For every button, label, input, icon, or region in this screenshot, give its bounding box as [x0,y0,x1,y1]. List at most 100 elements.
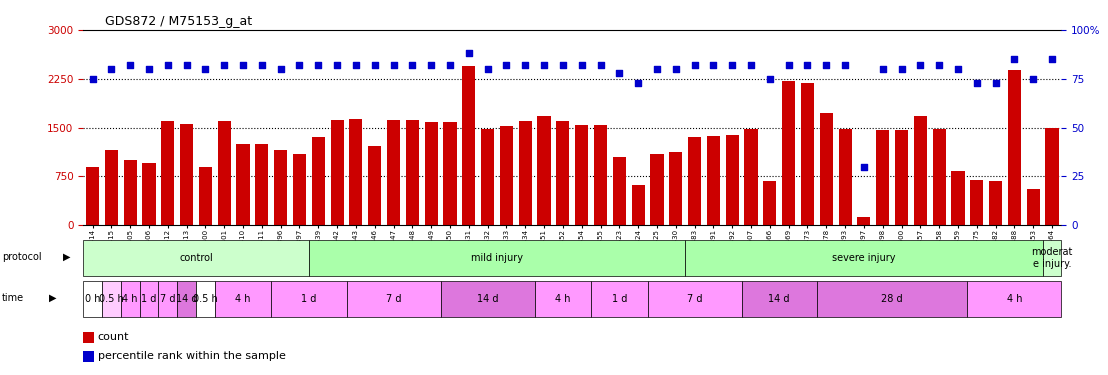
Bar [741,281,817,317]
Point [573,62,591,68]
Point [648,66,666,72]
Bar [424,122,438,225]
Bar [591,281,647,317]
Bar [613,157,626,225]
Bar [347,281,441,317]
Bar [801,83,814,225]
Text: control: control [179,253,213,263]
Bar [839,129,852,225]
Point [309,62,327,68]
Point [1044,56,1061,62]
Bar [462,66,475,225]
Point [234,62,252,68]
Bar [782,81,796,225]
Point [422,62,440,68]
Point [629,80,647,86]
Bar [124,160,136,225]
Point [1025,76,1043,82]
Bar [121,281,140,317]
Point [535,62,553,68]
Point [497,62,515,68]
Text: 14 d: 14 d [769,294,790,304]
Bar [161,121,174,225]
Bar [858,216,871,225]
Text: 4 h: 4 h [555,294,571,304]
Bar [255,144,268,225]
Point [968,80,986,86]
Point [855,164,873,170]
Text: 0.5 h: 0.5 h [193,294,218,304]
Bar [989,181,1003,225]
Text: 0 h: 0 h [84,294,100,304]
Point [121,62,138,68]
Bar [685,240,1043,276]
Text: 7 d: 7 d [386,294,401,304]
Point [140,66,157,72]
Bar [349,119,362,225]
Point [403,62,421,68]
Point [271,66,289,72]
Bar [196,281,215,317]
Bar [406,120,419,225]
Bar [817,281,967,317]
Point [253,62,270,68]
Text: 14 d: 14 d [176,294,197,304]
Point [83,76,101,82]
Bar [537,116,551,225]
Bar [441,281,535,317]
Point [215,62,233,68]
Bar [971,180,984,225]
Text: 7 d: 7 d [687,294,702,304]
Point [874,66,892,72]
Bar [177,281,196,317]
Point [347,62,365,68]
Text: 7 d: 7 d [160,294,175,304]
Bar [387,120,400,225]
Bar [179,124,193,225]
Bar [500,126,513,225]
Bar [105,150,117,225]
Bar [745,129,758,225]
Text: time: time [2,293,24,303]
Bar [688,137,701,225]
Point [290,62,308,68]
Bar [1008,70,1020,225]
Bar [368,146,381,225]
Bar [726,135,739,225]
Bar [271,281,347,317]
Bar [895,130,909,225]
Point [177,62,195,68]
Bar [311,137,325,225]
Bar [556,121,570,225]
Point [384,62,402,68]
Point [799,62,817,68]
Point [328,62,346,68]
Bar [86,166,99,225]
Bar [967,281,1061,317]
Bar [669,152,683,225]
Point [837,62,854,68]
Bar [274,150,287,225]
Bar [707,136,720,225]
Point [667,66,685,72]
Point [931,62,948,68]
Text: 1 d: 1 d [612,294,627,304]
Bar [215,281,271,317]
Bar [236,144,249,225]
Text: 0.5 h: 0.5 h [99,294,124,304]
Point [818,62,835,68]
Point [366,62,383,68]
Bar [519,121,532,225]
Point [987,80,1005,86]
Bar [158,281,177,317]
Point [950,66,967,72]
Text: 4 h: 4 h [1007,294,1023,304]
Point [196,66,214,72]
Text: 28 d: 28 d [881,294,903,304]
Bar [1027,189,1039,225]
Text: GDS872 / M75153_g_at: GDS872 / M75153_g_at [105,15,253,28]
Point [705,62,722,68]
Point [724,62,741,68]
Bar [594,125,607,225]
Bar [217,121,230,225]
